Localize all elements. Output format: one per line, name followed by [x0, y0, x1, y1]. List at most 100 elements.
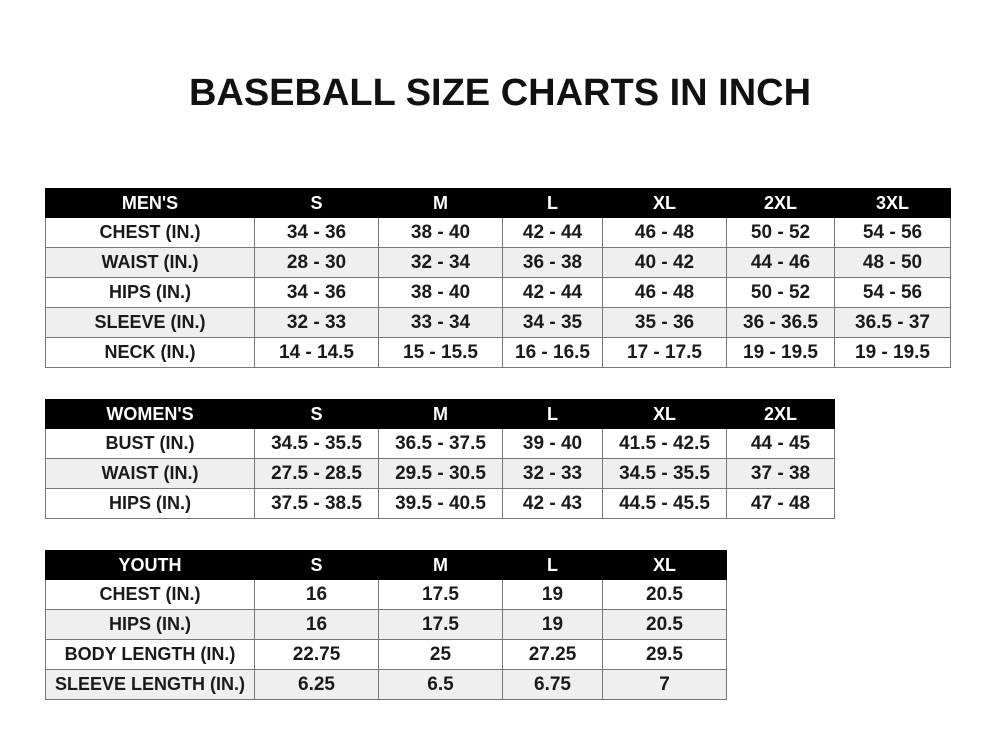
size-value: 27.5 - 28.5 [254, 458, 379, 489]
mens-size-table: MEN'S S M L XL 2XL 3XL CHEST (IN.) 34 - 36 38 - 4… [45, 188, 951, 368]
size-value: 54 - 56 [834, 217, 951, 248]
measurement-label: CHEST (IN.) [45, 217, 255, 248]
size-value: 29.5 - 30.5 [378, 458, 503, 489]
measurement-label: NECK (IN.) [45, 337, 255, 368]
size-value: 15 - 15.5 [378, 337, 503, 368]
size-value: 6.5 [378, 669, 503, 700]
size-value: 32 - 34 [378, 247, 503, 278]
size-value: 34 - 36 [254, 217, 379, 248]
size-value: 36.5 - 37.5 [378, 428, 503, 459]
measurement-label: WAIST (IN.) [45, 247, 255, 278]
size-value: 22.75 [254, 639, 379, 670]
size-value: 25 [378, 639, 503, 670]
womens-size-table: WOMEN'S S M L XL 2XL BUST (IN.) 34.5 - 35.5 36.5… [45, 399, 835, 519]
size-value: 47 - 48 [726, 488, 835, 519]
header-row: WOMEN'S S M L XL 2XL [45, 399, 835, 429]
measurement-label: HIPS (IN.) [45, 277, 255, 308]
measurement-label: SLEEVE (IN.) [45, 307, 255, 338]
table-row: BODY LENGTH (IN.) 22.75 25 27.25 29.5 [45, 639, 727, 670]
size-value: 19 [502, 609, 603, 640]
header-row: MEN'S S M L XL 2XL 3XL [45, 188, 951, 218]
table-row: BUST (IN.) 34.5 - 35.5 36.5 - 37.5 39 - 40 4… [45, 428, 835, 459]
table-row: WAIST (IN.) 27.5 - 28.5 29.5 - 30.5 32 - 33… [45, 458, 835, 489]
size-value: 48 - 50 [834, 247, 951, 278]
size-value: 17.5 [378, 609, 503, 640]
size-value: 19 - 19.5 [834, 337, 951, 368]
table-row: HIPS (IN.) 37.5 - 38.5 39.5 - 40.5 42 - 43 4… [45, 488, 835, 519]
table-row: WAIST (IN.) 28 - 30 32 - 34 36 - 38 40 - 42 4… [45, 247, 951, 278]
size-value: 37 - 38 [726, 458, 835, 489]
measurement-label: HIPS (IN.) [45, 609, 255, 640]
size-value: 42 - 44 [502, 277, 603, 308]
size-value: 54 - 56 [834, 277, 951, 308]
size-header: 3XL [834, 188, 951, 218]
size-value: 19 - 19.5 [726, 337, 835, 368]
size-header: S [254, 188, 379, 218]
size-value: 17 - 17.5 [602, 337, 727, 368]
size-value: 29.5 [602, 639, 727, 670]
size-value: 40 - 42 [602, 247, 727, 278]
page-title: BASEBALL SIZE CHARTS IN INCH [188, 72, 812, 114]
size-value: 20.5 [602, 579, 727, 610]
size-value: 19 [502, 579, 603, 610]
size-value: 17.5 [378, 579, 503, 610]
size-value: 34.5 - 35.5 [602, 458, 727, 489]
size-value: 41.5 - 42.5 [602, 428, 727, 459]
size-header: L [502, 188, 603, 218]
size-value: 27.25 [502, 639, 603, 670]
table-row: NECK (IN.) 14 - 14.5 15 - 15.5 16 - 16.5 17 … [45, 337, 951, 368]
measurement-label: BODY LENGTH (IN.) [45, 639, 255, 670]
size-value: 44 - 46 [726, 247, 835, 278]
size-value: 6.25 [254, 669, 379, 700]
size-value: 39 - 40 [502, 428, 603, 459]
measurement-label: SLEEVE LENGTH (IN.) [45, 669, 255, 700]
size-value: 33 - 34 [378, 307, 503, 338]
size-value: 34 - 36 [254, 277, 379, 308]
size-header: M [378, 399, 503, 429]
size-value: 32 - 33 [502, 458, 603, 489]
size-header: M [378, 550, 503, 580]
measurement-label: HIPS (IN.) [45, 488, 255, 519]
size-value: 35 - 36 [602, 307, 727, 338]
size-value: 6.75 [502, 669, 603, 700]
size-header: 2XL [726, 188, 835, 218]
category-header: MEN'S [45, 188, 255, 218]
size-value: 42 - 43 [502, 488, 603, 519]
size-value: 20.5 [602, 609, 727, 640]
size-value: 16 - 16.5 [502, 337, 603, 368]
table-row: CHEST (IN.) 34 - 36 38 - 40 42 - 44 46 - 48 5… [45, 217, 951, 248]
size-header: XL [602, 188, 727, 218]
table-row: CHEST (IN.) 16 17.5 19 20.5 [45, 579, 727, 610]
measurement-label: WAIST (IN.) [45, 458, 255, 489]
header-row: YOUTH S M L XL [45, 550, 727, 580]
category-header: WOMEN'S [45, 399, 255, 429]
size-value: 28 - 30 [254, 247, 379, 278]
size-value: 7 [602, 669, 727, 700]
size-header: XL [602, 550, 727, 580]
size-value: 37.5 - 38.5 [254, 488, 379, 519]
size-value: 50 - 52 [726, 217, 835, 248]
size-value: 39.5 - 40.5 [378, 488, 503, 519]
youth-size-table: YOUTH S M L XL CHEST (IN.) 16 17.5 19 20.5 HIPS (I… [45, 550, 727, 700]
size-header: 2XL [726, 399, 835, 429]
size-header: S [254, 550, 379, 580]
size-value: 46 - 48 [602, 277, 727, 308]
size-value: 16 [254, 579, 379, 610]
size-value: 42 - 44 [502, 217, 603, 248]
size-value: 34 - 35 [502, 307, 603, 338]
table-row: HIPS (IN.) 34 - 36 38 - 40 42 - 44 46 - 48 50… [45, 277, 951, 308]
size-header: L [502, 399, 603, 429]
size-header: XL [602, 399, 727, 429]
measurement-label: BUST (IN.) [45, 428, 255, 459]
size-value: 14 - 14.5 [254, 337, 379, 368]
size-header: S [254, 399, 379, 429]
table-row: SLEEVE (IN.) 32 - 33 33 - 34 34 - 35 35 - 36… [45, 307, 951, 338]
size-value: 32 - 33 [254, 307, 379, 338]
category-header: YOUTH [45, 550, 255, 580]
size-value: 44.5 - 45.5 [602, 488, 727, 519]
size-value: 36 - 38 [502, 247, 603, 278]
size-header: M [378, 188, 503, 218]
size-value: 38 - 40 [378, 217, 503, 248]
size-value: 16 [254, 609, 379, 640]
size-value: 50 - 52 [726, 277, 835, 308]
